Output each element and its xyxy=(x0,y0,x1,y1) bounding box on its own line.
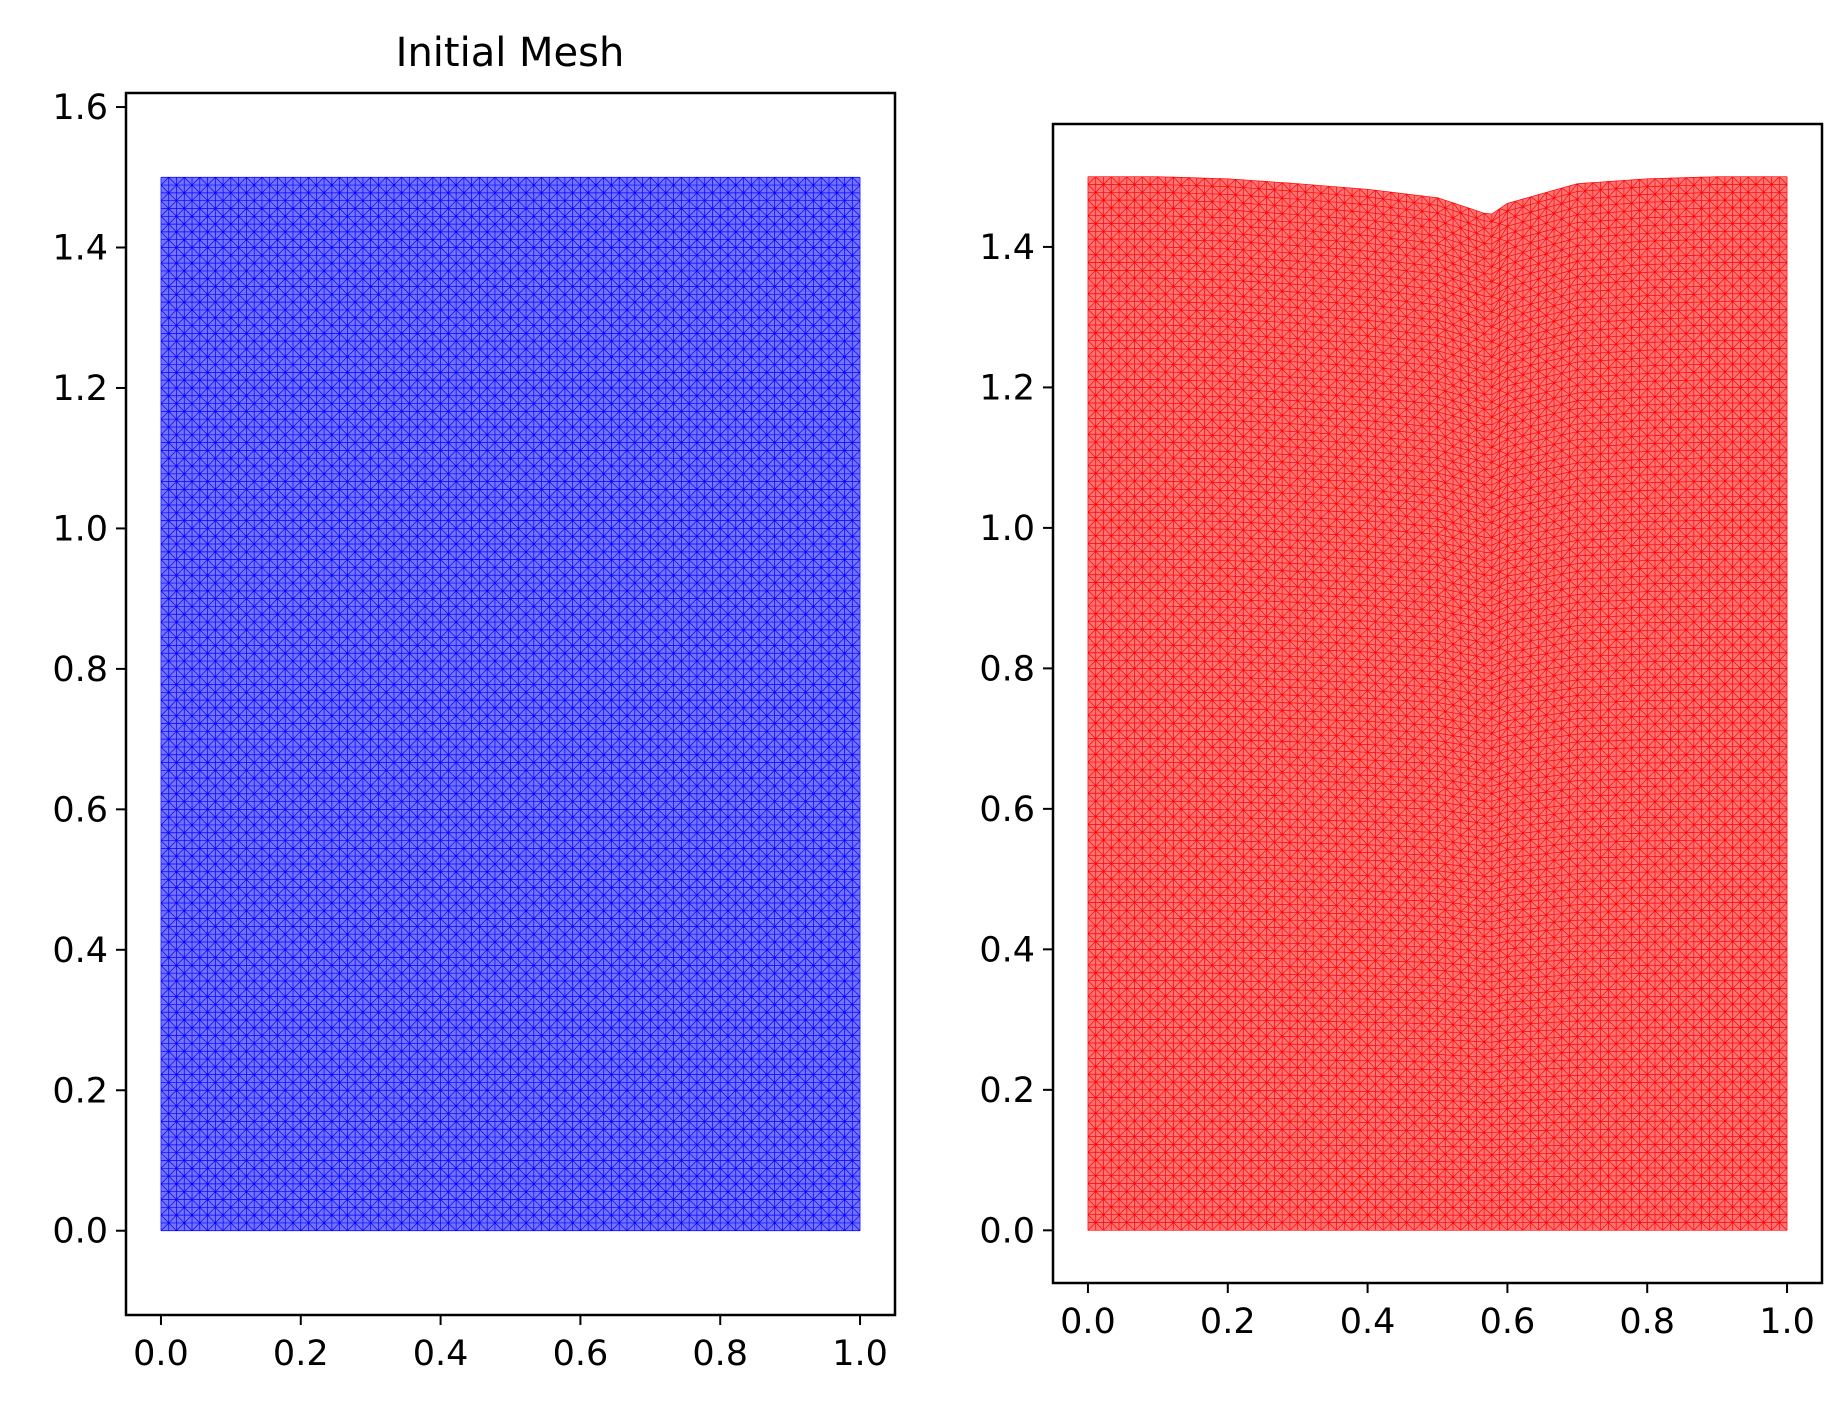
y-tick-label: 0.8 xyxy=(979,649,1035,689)
y-tick-label: 1.0 xyxy=(979,509,1035,549)
y-tick-label: 0.2 xyxy=(979,1071,1035,1111)
mesh-edges xyxy=(160,176,861,1232)
x-tick-label: 0.2 xyxy=(1200,1302,1256,1342)
x-tick-label: 0.4 xyxy=(413,1334,469,1374)
panel-deformed-mesh: 0.0 0.2 0.4 0.6 0.8 1.0 0.0 0.2 0.4 0.6 0.8 1.0 1.2 1… xyxy=(979,122,1824,1342)
y-tick-label: 0.4 xyxy=(979,930,1035,970)
mesh-edges xyxy=(1087,176,1788,1231)
y-tick-label: 1.2 xyxy=(979,368,1035,408)
y-tick-label: 0.6 xyxy=(52,790,108,830)
y-tick-label: 0.8 xyxy=(52,650,108,690)
y-tick-label: 0.2 xyxy=(52,1071,108,1111)
axes-frame xyxy=(1051,122,1824,1285)
axes-frame xyxy=(124,91,897,1317)
x-tick-label: 0.2 xyxy=(273,1334,329,1374)
x-tick-label: 0.8 xyxy=(692,1334,748,1374)
y-tick-label: 1.2 xyxy=(52,369,108,409)
y-tick-label: 0.0 xyxy=(979,1211,1035,1251)
panel-initial-mesh: Initial Mesh 0.0 0.2 0.4 0.6 0.8 1.0 0.0 0.2 0.4… xyxy=(52,30,897,1374)
x-tick-label: 0.8 xyxy=(1619,1302,1675,1342)
y-tick-label: 1.6 xyxy=(52,88,108,128)
x-tick-label: 0.6 xyxy=(1480,1302,1536,1342)
x-tick-label: 0.0 xyxy=(133,1334,189,1374)
y-tick-label: 1.4 xyxy=(979,228,1035,268)
x-tick-label: 1.0 xyxy=(1759,1302,1815,1342)
y-tick-label: 1.4 xyxy=(52,229,108,269)
chart-title: Initial Mesh xyxy=(396,30,625,76)
y-tick-label: 0.4 xyxy=(52,931,108,971)
y-tick-label: 1.0 xyxy=(52,509,108,549)
x-tick-label: 0.4 xyxy=(1340,1302,1396,1342)
y-tick-label: 0.0 xyxy=(52,1212,108,1252)
mesh-area xyxy=(160,176,861,1232)
x-tick-label: 1.0 xyxy=(832,1334,888,1374)
mesh-area xyxy=(1087,176,1788,1231)
axis-ticks: 0.0 0.2 0.4 0.6 0.8 1.0 0.0 0.2 0.4 0.6 0.8 1.0 1.2 1… xyxy=(979,228,1815,1342)
x-tick-label: 0.0 xyxy=(1060,1302,1116,1342)
y-tick-label: 0.6 xyxy=(979,790,1035,830)
x-tick-label: 0.6 xyxy=(553,1334,609,1374)
axis-ticks: 0.0 0.2 0.4 0.6 0.8 1.0 0.0 0.2 0.4 0.6 0.8 1.0 1.2 1… xyxy=(52,88,888,1374)
